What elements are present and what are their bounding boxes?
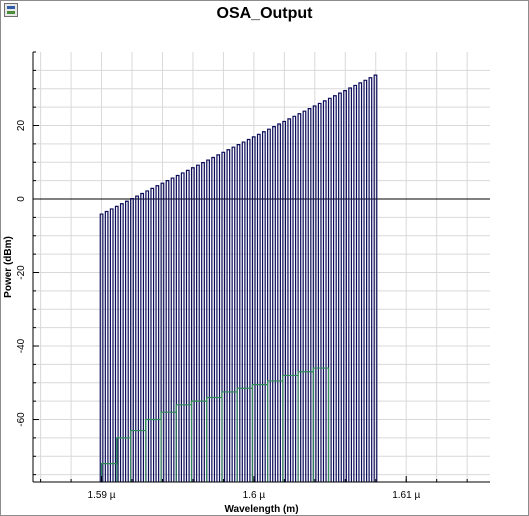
signal-bar (221, 151, 226, 482)
noise-floor-line (100, 367, 330, 482)
signal-bar (317, 102, 322, 482)
signal-bar (125, 200, 129, 482)
x-tick-label: 1.61 µ (392, 490, 420, 501)
signal-bar (261, 131, 266, 482)
icon-bar-bottom (7, 11, 15, 14)
signal-bar (277, 123, 281, 482)
signal-bar (170, 177, 175, 482)
signal-bar (165, 180, 170, 482)
signal-bar (292, 115, 297, 482)
signal-bar (150, 187, 155, 482)
chart-title: OSA_Output (216, 5, 313, 22)
signal-bar (236, 144, 241, 482)
signal-bar (363, 79, 368, 482)
signal-bar (332, 95, 337, 482)
signal-bar (287, 118, 292, 482)
signal-bar (353, 84, 358, 482)
signal-bar (267, 128, 271, 482)
x-tick-label: 1.59 µ (88, 490, 116, 501)
signal-bar (175, 174, 180, 482)
signal-bar (130, 198, 134, 482)
signal-bar (246, 138, 251, 482)
signal-bar (109, 208, 114, 482)
y-tick-label: 20 (16, 120, 27, 132)
signal-bar (348, 87, 353, 482)
signal-bar (226, 149, 231, 482)
signal-bar (160, 182, 165, 482)
signal-bar (140, 192, 145, 482)
signal-bar (368, 77, 373, 482)
signal-bar (272, 126, 276, 482)
signal-bar (185, 169, 190, 482)
signal-bar (256, 133, 261, 482)
signal-bar (114, 205, 119, 482)
signal-bar (373, 74, 378, 482)
y-axis-title: Power (dBm) (3, 236, 14, 298)
plot-area (33, 52, 490, 482)
y-tick-label: 0 (16, 196, 27, 202)
signal-bar (211, 156, 216, 482)
signal-bar (155, 185, 160, 482)
x-axis-title: Wavelength (m) (224, 504, 298, 515)
signal-bar (312, 105, 317, 482)
signal-bar (251, 136, 256, 482)
signal-bar (343, 89, 347, 482)
signal-bar (302, 110, 307, 482)
signal-bar (206, 159, 210, 482)
signal-bar (119, 203, 124, 482)
signal-bar (322, 100, 327, 482)
signal-bar (180, 172, 185, 482)
signal-bar (231, 146, 236, 482)
signal-bar (327, 97, 332, 482)
signal-bar (282, 120, 287, 482)
signal-bar (201, 162, 205, 482)
signal-bar (145, 190, 150, 482)
signal-bar (338, 92, 342, 482)
signal-bar (135, 195, 139, 482)
signal-bar (99, 213, 104, 482)
y-tick-label: -20 (16, 265, 27, 280)
window-app-icon[interactable] (4, 3, 18, 17)
x-tick-label: 1.6 µ (243, 490, 266, 501)
signal-bar (104, 210, 109, 482)
signal-bar (241, 141, 246, 482)
signal-bar (190, 167, 195, 482)
signal-bar (216, 154, 221, 482)
y-tick-label: -40 (16, 338, 27, 353)
y-tick-label: -60 (16, 412, 27, 427)
signal-bar (297, 113, 302, 482)
signal-bar (358, 82, 363, 482)
signal-bar (307, 107, 312, 482)
icon-bar-top (7, 6, 15, 9)
signal-bar (196, 164, 200, 482)
